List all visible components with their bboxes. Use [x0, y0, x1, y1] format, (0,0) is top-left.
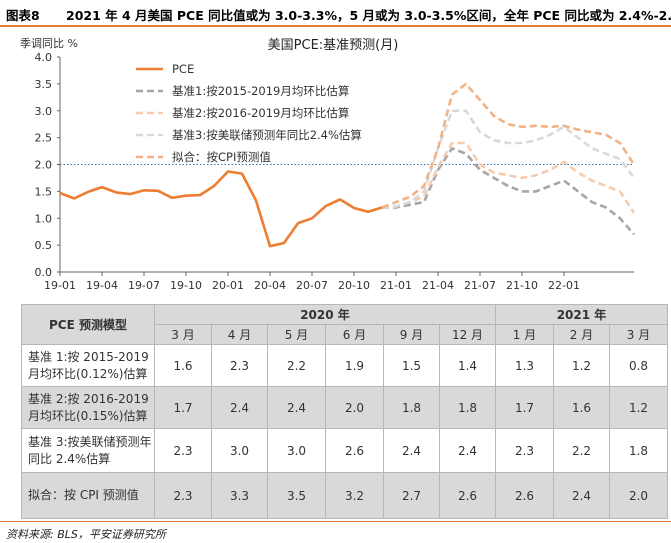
table-cell: 1.7 [154, 386, 212, 429]
x-tick-label: 20-07 [296, 279, 328, 292]
y-tick-label: 0.5 [35, 239, 53, 252]
table-cell: 1.4 [439, 344, 496, 387]
series-line-2 [381, 141, 636, 214]
table-cell: 1.9 [325, 344, 384, 387]
table-cell: 2.6 [439, 472, 496, 519]
row-label: 基准 2:按 2016-2019 月均环比(0.15%)估算 [21, 386, 155, 429]
table-row: 基准 3:按美联储预测年同比 2.4%估算 2.3 3.0 3.0 2.6 2.… [21, 428, 668, 473]
row-label: 拟合：按 CPI 预测值 [21, 472, 155, 519]
table-cell: 3.0 [211, 428, 268, 473]
table-cell: 1.7 [495, 386, 554, 429]
table-cell: 1.8 [383, 386, 440, 429]
table-cell: 2.3 [154, 428, 212, 473]
table-cell: 3.3 [211, 472, 268, 519]
table-cell: 2.2 [267, 344, 326, 387]
table-cell: 1.8 [439, 386, 496, 429]
y-tick-label: 3.5 [35, 78, 53, 91]
table-cell: 1.6 [553, 386, 610, 429]
series-line-4 [381, 82, 636, 209]
y-tick-label: 0.0 [35, 266, 53, 279]
month-header: 4 月 [211, 324, 268, 345]
legend-label: 拟合：按CPI预测值 [172, 150, 271, 164]
y-tick-label: 3.0 [35, 105, 53, 118]
table-cell: 3.5 [267, 472, 326, 519]
x-tick-label: 19-01 [44, 279, 76, 292]
table-cell: 2.7 [383, 472, 440, 519]
row-label: 基准 1:按 2015-2019 月均环比(0.12%)估算 [21, 344, 155, 387]
table-row: 基准 1:按 2015-2019 月均环比(0.12%)估算 1.6 2.3 2… [21, 344, 668, 387]
month-header-row: 3 月 4 月 5 月 6 月 9 月 12 月 1 月 2 月 3 月 [22, 324, 668, 345]
figure-header: 图表8 2021 年 4 月美国 PCE 同比值或为 3.0-3.3%，5 月或… [0, 0, 671, 27]
table-cell: 2.4 [553, 472, 610, 519]
table-cell: 1.8 [609, 428, 668, 473]
table-cell: 3.0 [267, 428, 326, 473]
table-row: 拟合：按 CPI 预测值 2.3 3.3 3.5 3.2 2.7 2.6 2.6… [21, 472, 668, 519]
series-line-3 [381, 109, 636, 209]
table-cell: 2.4 [267, 386, 326, 429]
legend-label: 基准3:按美联储预测年同比2.4%估算 [172, 128, 362, 142]
month-header: 3 月 [154, 324, 212, 345]
table-cell: 2.3 [495, 428, 554, 473]
table-cell: 2.3 [154, 472, 212, 519]
chart-title: 美国PCE:基准预测(月) [268, 38, 399, 53]
month-header: 6 月 [325, 324, 384, 345]
forecast-table: PCE 预测模型 2020 年 2021 年 3 月 4 月 5 月 6 月 9… [21, 304, 668, 519]
table-cell: 2.4 [439, 428, 496, 473]
table-cell: 2.3 [211, 344, 268, 387]
y-tick-label: 1.5 [35, 185, 53, 198]
figure-label: 图表8 [6, 8, 40, 23]
y-tick-label: 1.0 [35, 212, 53, 225]
month-header: 1 月 [495, 324, 554, 345]
table-cell: 1.5 [383, 344, 440, 387]
month-header: 2 月 [553, 324, 610, 345]
month-header: 3 月 [609, 324, 668, 345]
table-row: 基准 2:按 2016-2019 月均环比(0.15%)估算 1.7 2.4 2… [21, 386, 668, 429]
month-header: 12 月 [439, 324, 496, 345]
x-tick-label: 20-04 [254, 279, 286, 292]
x-tick-label: 20-10 [338, 279, 370, 292]
x-tick-label: 19-07 [128, 279, 160, 292]
month-header: 9 月 [383, 324, 440, 345]
table-cell: 1.3 [495, 344, 554, 387]
footer-rule [0, 521, 671, 522]
table-cell: 2.6 [495, 472, 554, 519]
series-line-1 [382, 147, 635, 236]
month-header: 5 月 [267, 324, 326, 345]
table-cell: 2.4 [211, 386, 268, 429]
x-tick-label: 21-10 [506, 279, 538, 292]
x-tick-label: 22-01 [548, 279, 580, 292]
group-2020: 2020 年 [154, 304, 496, 325]
table-corner: PCE 预测模型 [21, 304, 155, 345]
legend-label: PCE [172, 62, 194, 76]
x-tick-label: 21-07 [464, 279, 496, 292]
table-cell: 1.2 [609, 386, 668, 429]
table-cell: 0.8 [609, 344, 668, 387]
figure-title: 2021 年 4 月美国 PCE 同比值或为 3.0-3.3%，5 月或为 3.… [66, 8, 671, 23]
table-cell: 2.6 [325, 428, 384, 473]
legend-label: 基准2:按2016-2019月均环比估算 [172, 106, 349, 120]
x-tick-label: 21-01 [380, 279, 412, 292]
table-cell: 1.6 [154, 344, 212, 387]
y-axis-label: 季调同比 % [20, 37, 78, 50]
table-cell: 2.4 [383, 428, 440, 473]
legend-label: 基准1:按2015-2019月均环比估算 [172, 84, 349, 98]
y-tick-label: 2.5 [35, 132, 53, 145]
x-tick-label: 19-04 [86, 279, 118, 292]
table-cell: 1.2 [553, 344, 610, 387]
x-tick-label: 20-01 [212, 279, 244, 292]
table-cell: 3.2 [325, 472, 384, 519]
y-tick-label: 4.0 [35, 51, 53, 64]
x-tick-label: 19-10 [170, 279, 202, 292]
group-2021: 2021 年 [495, 304, 668, 325]
y-tick-label: 2.0 [35, 159, 53, 172]
header-rule [0, 25, 671, 27]
series-line-0 [59, 170, 383, 248]
table-cell: 2.2 [553, 428, 610, 473]
table-cell: 2.0 [325, 386, 384, 429]
line-chart: 季调同比 % 美国PCE:基准预测(月) 0.0 0.5 1.0 1.5 2.0 2.5 3… [20, 37, 636, 292]
x-tick-label: 21-04 [422, 279, 454, 292]
source-note: 资料来源: BLS，平安证券研究所 [6, 528, 166, 541]
row-label: 基准 3:按美联储预测年同比 2.4%估算 [21, 428, 155, 473]
table-cell: 2.0 [609, 472, 668, 519]
